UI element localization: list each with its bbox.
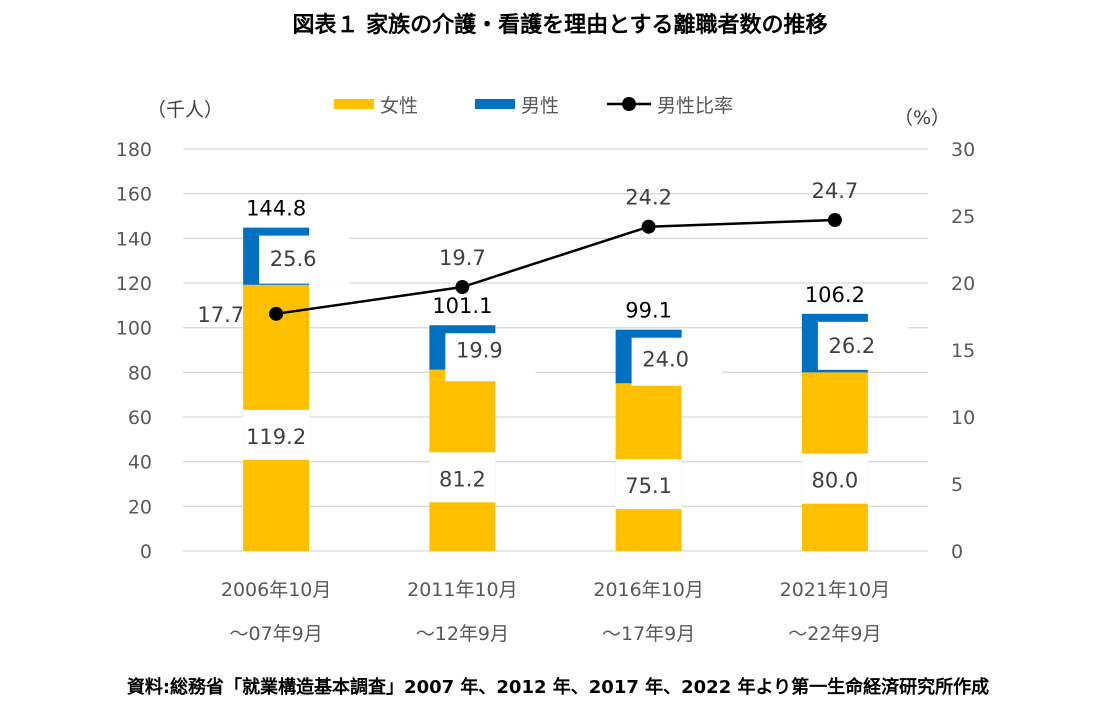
ratio-label: 17.7	[197, 303, 244, 327]
ratio-label: 24.2	[625, 186, 672, 210]
category-label-line1: 2011年10月	[407, 579, 518, 601]
label-box-male	[817, 321, 908, 370]
data-label-female: 75.1	[625, 474, 672, 498]
data-label-male: 24.0	[642, 347, 689, 371]
data-label-male: 25.6	[270, 247, 317, 271]
ratio-line: 17.7 19.7 24.2 24.7	[197, 179, 858, 327]
label-box-female	[429, 452, 496, 503]
legend-swatch-female	[334, 99, 374, 109]
right-axis-ticks: 0 5 10 15 20 25 30	[951, 139, 975, 563]
data-label-female: 80.0	[811, 469, 858, 493]
left-tick-label: 40	[128, 452, 152, 474]
category-label-line2: ～12年9月	[416, 623, 509, 645]
right-tick-label: 5	[951, 474, 963, 496]
ratio-point	[455, 280, 470, 295]
ratio-label: 24.7	[811, 179, 858, 203]
data-label-total: 99.1	[625, 299, 672, 323]
label-box-female	[243, 409, 310, 460]
left-tick-label: 60	[128, 407, 152, 429]
right-tick-label: 10	[951, 407, 975, 429]
label-box-male	[445, 333, 536, 382]
left-tick-label: 100	[116, 318, 152, 340]
left-tick-label: 80	[128, 362, 152, 384]
left-tick-label: 180	[116, 139, 152, 161]
ratio-line-path	[275, 218, 835, 316]
data-label-total: 106.2	[805, 283, 865, 307]
right-tick-label: 30	[951, 139, 975, 161]
category-label-line1: 2021年10月	[780, 579, 891, 601]
legend-label-female: 女性	[380, 95, 418, 117]
left-tick-label: 160	[116, 184, 152, 206]
data-label-female: 119.2	[246, 425, 306, 449]
legend-label-ratio: 男性比率	[657, 95, 733, 117]
right-tick-label: 0	[951, 541, 963, 563]
right-tick-label: 25	[951, 206, 975, 228]
left-tick-label: 120	[116, 273, 152, 295]
legend-label-male: 男性	[521, 95, 559, 117]
label-box-female	[801, 453, 868, 504]
category-label-line2: ～17年9月	[602, 623, 695, 645]
category-label-line2: ～22年9月	[788, 623, 881, 645]
data-label-male: 26.2	[828, 334, 875, 358]
legend-marker-ratio	[622, 97, 636, 111]
source-note: 資料:総務省「就業構造基本調査」2007 年、2012 年、2017 年、202…	[127, 676, 989, 698]
label-box-female	[615, 459, 682, 510]
data-label-total: 101.1	[432, 294, 492, 318]
ratio-point	[641, 219, 656, 234]
category-label-line1: 2016年10月	[593, 579, 704, 601]
data-label-female: 81.2	[439, 467, 486, 491]
ratio-point	[269, 306, 284, 321]
category-label-line1: 2006年10月	[221, 579, 332, 601]
left-axis-ticks: 0 20 40 60 80 100 120 140 160 180	[116, 139, 152, 563]
ratio-point	[827, 213, 842, 228]
left-tick-label: 140	[116, 228, 152, 250]
label-box-male	[631, 337, 722, 386]
left-axis-unit: （千人）	[147, 99, 223, 121]
right-tick-label: 15	[951, 340, 975, 362]
ratio-label: 19.7	[439, 246, 486, 270]
left-tick-label: 20	[128, 496, 152, 518]
left-tick-label: 0	[140, 541, 152, 563]
right-tick-label: 20	[951, 273, 975, 295]
data-label-male: 19.9	[456, 338, 503, 362]
category-labels: 2006年10月 ～07年9月 2011年10月 ～12年9月 2016年10月 ～17年…	[221, 579, 890, 645]
label-box-male	[259, 235, 350, 284]
data-labels: 25.6 119.2 144.8 19.9 81.2 101.1 24.0 75.1 99.1 2…	[243, 197, 908, 510]
legend-swatch-male	[475, 99, 515, 109]
right-axis-unit: （%）	[894, 107, 950, 129]
category-label-line2: ～07年9月	[229, 623, 322, 645]
data-label-total: 144.8	[246, 197, 306, 221]
legend: 女性 男性 男性比率	[334, 95, 733, 117]
chart-title: 図表１ 家族の介護・看護を理由とする離職者数の推移	[292, 12, 827, 38]
